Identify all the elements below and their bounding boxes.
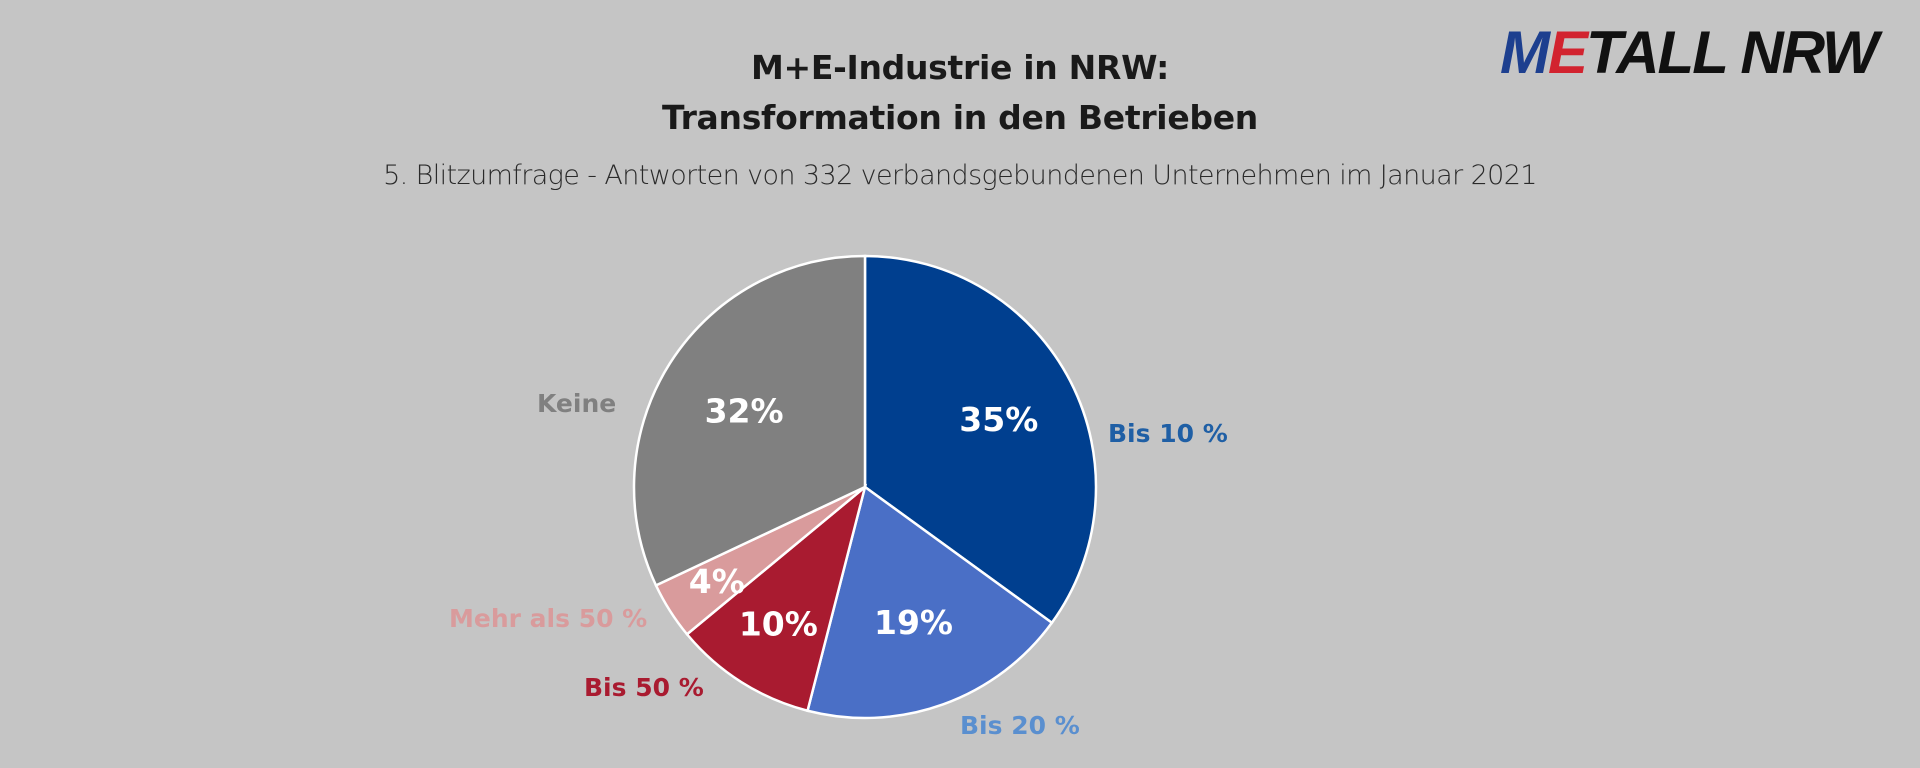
- chart-subtitle: 5. Blitzumfrage - Antworten von 332 verb…: [383, 160, 1537, 191]
- slice-category-label: Bis 20 %: [960, 711, 1080, 740]
- chart-title-line2: Transformation in den Betrieben: [661, 98, 1258, 137]
- pie-slice-2: [806, 484, 1054, 720]
- slice-percent-label: 32%: [705, 391, 784, 430]
- slice-percent-label: 4%: [689, 562, 745, 601]
- chart-title-line1: M+E-Industrie in NRW:: [750, 48, 1170, 87]
- logo-part-e: E: [1547, 19, 1588, 86]
- logo-part-m: M: [1500, 19, 1550, 86]
- slice-category-label: Bis 10 %: [1108, 419, 1228, 448]
- slice-percent-label: 35%: [959, 400, 1038, 439]
- pie-slice-5: [632, 254, 867, 588]
- slice-percent-label: 10%: [739, 605, 818, 644]
- slice-percent-label: 19%: [874, 603, 953, 642]
- slice-category-label: Mehr als 50 %: [449, 604, 647, 633]
- metall-nrw-logo: METALL NRW: [1500, 18, 1900, 88]
- pie-slice-3: [685, 483, 868, 713]
- slice-category-label: Keine: [537, 389, 616, 418]
- pie-slice-1: [863, 254, 1098, 625]
- logo-part-rest: TALL NRW: [1586, 19, 1879, 86]
- slice-category-label: Bis 50 %: [584, 673, 704, 702]
